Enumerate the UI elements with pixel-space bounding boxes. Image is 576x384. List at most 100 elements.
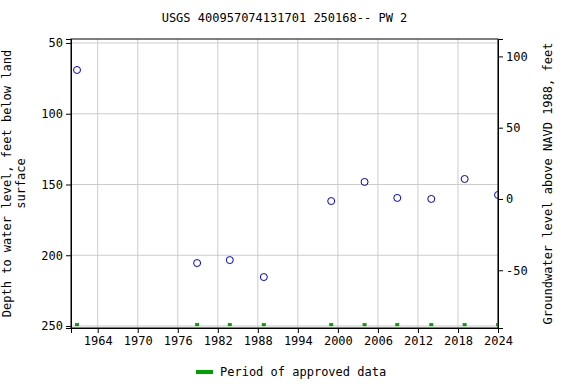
y2-axis-title: Groundwater level above NAVD 1988, feet	[541, 43, 555, 325]
tick: 2000	[324, 328, 353, 348]
series	[75, 323, 498, 326]
point	[328, 198, 335, 205]
x-axis-line	[72, 329, 499, 334]
title: USGS 400957074131701 250168-- PW 2	[162, 11, 408, 25]
tick-label: 2012	[404, 334, 433, 348]
x-axis: 1964 1970 1976 1982 1988 1994 2000 2006 2012 2018…	[72, 328, 513, 348]
plot-frame	[71, 39, 498, 328]
tick-label: 2006	[364, 334, 393, 348]
legend: Period of approved data	[196, 365, 386, 379]
grid-line-y	[71, 42, 498, 43]
tick: 2024	[484, 328, 513, 348]
tick-mark	[378, 328, 379, 333]
tick: 100	[498, 50, 528, 64]
point	[428, 195, 435, 202]
grid-line-x	[177, 39, 178, 328]
tick: 1970	[124, 328, 153, 348]
point	[429, 323, 433, 326]
point	[74, 66, 81, 73]
tick: 2018	[444, 328, 473, 348]
tick: 2012	[404, 328, 433, 348]
tick-mark	[218, 328, 219, 333]
grid-line-x	[337, 39, 338, 328]
legend-label: Period of approved data	[220, 365, 386, 379]
tick-mark	[66, 326, 71, 327]
tick: 2006	[364, 328, 393, 348]
tick-label: 150	[41, 178, 63, 192]
point	[329, 323, 333, 326]
tick-mark	[338, 328, 339, 333]
marks	[74, 66, 498, 326]
tick-mark	[178, 328, 179, 333]
grid-line-x	[97, 39, 98, 328]
grid	[71, 39, 498, 328]
tick-mark	[66, 255, 71, 256]
grid-line-y	[71, 113, 498, 114]
tick: 0	[498, 192, 513, 206]
point	[195, 323, 199, 326]
point	[226, 257, 233, 264]
tick-mark	[66, 184, 71, 185]
point	[496, 323, 498, 326]
y-axis-line	[66, 40, 72, 329]
tick-label: 1988	[244, 334, 273, 348]
legend-swatch	[196, 370, 213, 374]
tick-mark	[98, 328, 99, 333]
tick-mark	[298, 328, 299, 333]
tick: 1994	[284, 328, 313, 348]
tick: 150	[41, 178, 71, 192]
tick-label: 50	[506, 121, 520, 135]
tick-label: 1994	[284, 334, 313, 348]
tick-mark	[66, 43, 71, 44]
grid-line-x	[297, 39, 298, 328]
point	[260, 274, 267, 281]
tick-mark	[138, 328, 139, 333]
tick: -50	[498, 264, 528, 278]
tick-label: 2024	[484, 334, 513, 348]
grid-line-y	[71, 326, 498, 327]
series	[74, 66, 498, 280]
tick-mark	[498, 128, 503, 129]
grid-line-x	[417, 39, 418, 328]
point	[394, 194, 401, 201]
tick: 1964	[84, 328, 113, 348]
tick-label: 100	[506, 50, 528, 64]
tick: 50	[49, 36, 71, 50]
y-axis: 50 100 150 200 250	[41, 36, 71, 333]
tick-label: 1964	[84, 334, 113, 348]
tick-mark	[498, 56, 503, 57]
tick-mark	[66, 114, 71, 115]
tick-label: -50	[506, 264, 528, 278]
point	[395, 323, 399, 326]
tick: 200	[41, 249, 71, 263]
tick-label: 2000	[324, 334, 353, 348]
point	[228, 323, 232, 326]
y2-axis-line	[499, 40, 504, 329]
tick-mark	[258, 328, 259, 333]
y2-axis: 100 50 0 -50	[498, 40, 528, 329]
point	[495, 191, 499, 198]
grid-line-x	[457, 39, 458, 328]
point	[361, 178, 368, 185]
tick-label: 1982	[204, 334, 233, 348]
point	[461, 175, 468, 182]
tick: 1976	[164, 328, 193, 348]
point	[194, 260, 201, 267]
point	[75, 323, 79, 326]
grid-line-y	[71, 184, 498, 185]
tick-label: 250	[41, 319, 63, 333]
tick-mark	[458, 328, 459, 333]
tick: 100	[41, 107, 71, 121]
grid-line-x	[257, 39, 258, 328]
tick-label: 1970	[124, 334, 153, 348]
tick-label: 200	[41, 249, 63, 263]
tick-label: 100	[41, 107, 63, 121]
tick-label: 0	[506, 192, 513, 206]
chart: 1964197019761982198819942000200620122018…	[0, 0, 576, 384]
tick-mark	[418, 328, 419, 333]
grid-line-x	[137, 39, 138, 328]
y-axis-title: Depth to water level, feet below landsur…	[0, 50, 28, 317]
tick-label: 50	[49, 36, 63, 50]
tick-label: 2018	[444, 334, 473, 348]
grid-line-x	[217, 39, 218, 328]
